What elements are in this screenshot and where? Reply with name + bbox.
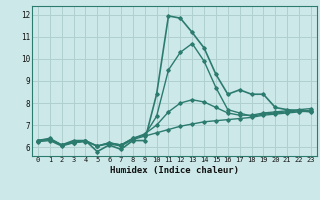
X-axis label: Humidex (Indice chaleur): Humidex (Indice chaleur) [110, 166, 239, 175]
